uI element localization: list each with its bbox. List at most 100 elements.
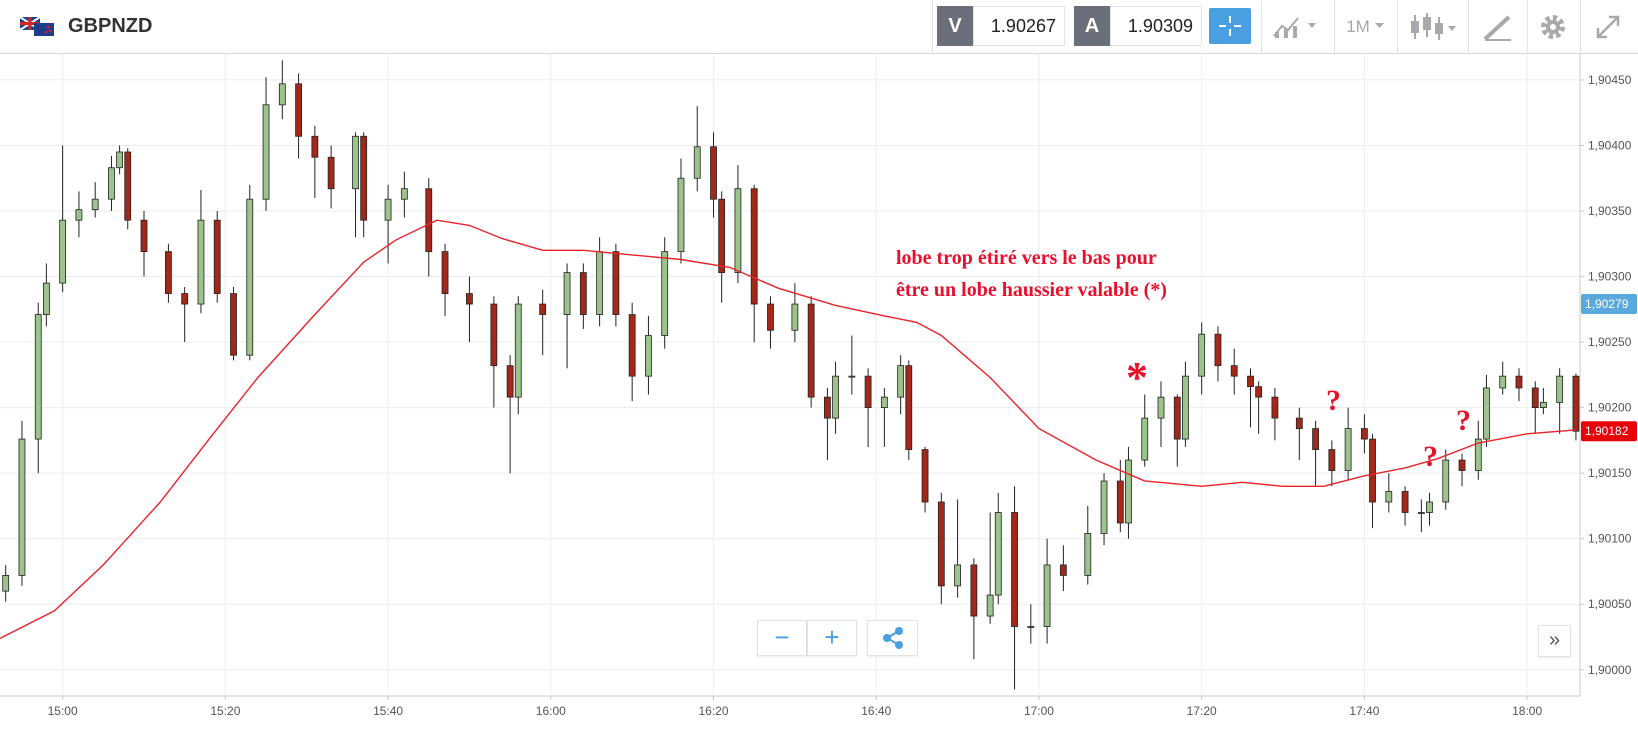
candle-body <box>1344 428 1352 471</box>
x-tick-label: 17:40 <box>1349 704 1379 718</box>
candle-body <box>1556 375 1564 403</box>
candle-body <box>466 293 473 305</box>
candle-body <box>1531 387 1539 409</box>
candle-body <box>91 198 99 211</box>
candle-body <box>18 438 26 576</box>
candle-body <box>2 575 10 592</box>
zoom-out-button[interactable]: − <box>757 620 807 656</box>
candle-body <box>897 365 905 398</box>
candle-body <box>230 293 237 356</box>
candle-body <box>970 564 978 617</box>
candle-body <box>1295 417 1303 429</box>
share-button[interactable] <box>867 620 918 656</box>
candle-body <box>937 501 945 587</box>
y-tick-label: 1,90100 <box>1588 532 1632 546</box>
separator <box>932 0 933 54</box>
candle-body <box>400 188 408 200</box>
candle-body <box>1100 480 1108 534</box>
settings-button[interactable] <box>1539 13 1567 41</box>
chart-type-button[interactable] <box>1272 14 1326 40</box>
flag-icon <box>20 17 54 36</box>
candle-body <box>1214 333 1222 367</box>
candle-body <box>1426 501 1433 513</box>
y-tick-label: 1,90200 <box>1588 401 1632 415</box>
candle-body <box>1173 396 1181 440</box>
annotation: être un lobe haussier valable (*) <box>896 279 1167 301</box>
draw-button[interactable] <box>1482 12 1514 42</box>
candle-body <box>880 396 888 409</box>
candle-body <box>1043 564 1051 627</box>
candle-body <box>1027 626 1035 628</box>
separator <box>1334 0 1335 54</box>
chart: 1,90000 1,90050 1,90100 1,90150 1,90200 1,902… <box>0 54 1638 729</box>
candle-body <box>596 251 604 315</box>
dropdown-arrow <box>1375 23 1384 28</box>
symbol: GBPNZD <box>68 15 153 37</box>
candle-body <box>108 167 115 200</box>
candle-body <box>1360 428 1368 440</box>
candle-body <box>710 146 717 200</box>
candle-body <box>1230 365 1238 377</box>
y-tick-label: 1,90150 <box>1588 466 1632 480</box>
candle-body <box>994 512 1002 596</box>
annotation: ? <box>1326 384 1341 417</box>
candle-body <box>1141 417 1149 461</box>
moving-average-line <box>0 219 1576 640</box>
candle-body <box>165 251 172 294</box>
share-icon <box>882 627 903 649</box>
candle-body <box>213 219 221 294</box>
candle-body <box>1312 428 1319 450</box>
candle-body <box>352 135 359 190</box>
candle-body <box>791 303 799 331</box>
candle-body <box>1483 387 1490 440</box>
candle-body <box>986 594 994 617</box>
buy-label[interactable]: A <box>1074 6 1110 46</box>
candle-body <box>864 375 872 409</box>
candle-body <box>1011 512 1018 627</box>
sell-label[interactable]: V <box>937 6 973 46</box>
candle-body <box>848 375 856 378</box>
y-tick-label: 1,90400 <box>1588 138 1632 152</box>
candle-body <box>1157 396 1165 419</box>
candle-body <box>1515 375 1523 389</box>
scroll-right-button[interactable]: » <box>1538 625 1571 657</box>
y-tick-label: 1,90250 <box>1588 335 1632 349</box>
candle-body <box>921 449 929 503</box>
candle-body <box>1572 375 1580 432</box>
candle-body <box>563 272 571 315</box>
x-tick-label: 15:20 <box>210 704 240 718</box>
candle-body <box>1271 396 1279 419</box>
candle-body <box>1182 375 1189 440</box>
crosshair-button[interactable] <box>1209 8 1251 44</box>
sell-price[interactable]: 1.90267 <box>973 6 1065 46</box>
candle-body <box>360 135 368 221</box>
candle-body <box>246 198 254 356</box>
candle-body <box>539 303 547 315</box>
candle-body <box>1369 438 1376 503</box>
candle-body <box>441 251 449 294</box>
candle-body <box>1401 491 1409 513</box>
x-tick-label: 15:40 <box>373 704 403 718</box>
price-tag-label: 1,90279 <box>1585 297 1629 311</box>
price-tag <box>1581 294 1637 315</box>
y-tick-label: 1,90000 <box>1588 663 1632 677</box>
candle-body <box>327 156 335 190</box>
candle-body <box>124 151 132 221</box>
timeframe[interactable]: 1M <box>1346 17 1370 36</box>
x-tick-label: 17:00 <box>1024 704 1054 718</box>
zoom-in-button[interactable]: + <box>807 620 857 656</box>
candle-body <box>181 293 189 305</box>
candle-body <box>1328 449 1336 471</box>
candle-body <box>677 177 685 253</box>
candle-body <box>59 219 67 284</box>
candle-body <box>832 375 839 419</box>
annotation: * <box>1126 353 1148 402</box>
candle-body <box>1499 375 1507 389</box>
fullscreen-button[interactable] <box>1594 13 1622 41</box>
candle-body <box>1125 459 1132 524</box>
candle-body <box>824 396 831 419</box>
candle-type-button[interactable] <box>1408 12 1462 42</box>
buy-price[interactable]: 1.90309 <box>1110 6 1202 46</box>
candle-body <box>718 198 726 273</box>
candle-body <box>612 251 620 315</box>
